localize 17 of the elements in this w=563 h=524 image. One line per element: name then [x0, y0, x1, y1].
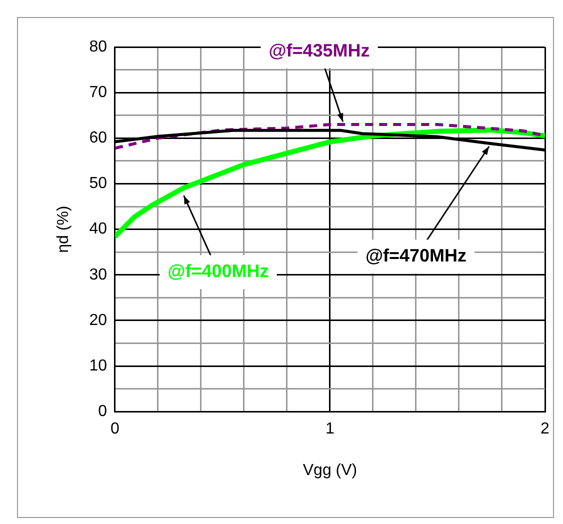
- annotation: @f=470MHz: [365, 246, 467, 266]
- y-tick-label: 50: [89, 175, 108, 192]
- y-axis-title: ηd (%): [55, 206, 72, 253]
- y-tick-label: 80: [89, 38, 108, 56]
- x-tick-label: 1: [326, 420, 335, 438]
- annotation: @f=435MHz: [268, 40, 370, 61]
- y-tick-label: 70: [89, 84, 108, 101]
- y-tick-label: 30: [89, 266, 108, 284]
- x-tick-label: 2: [540, 420, 550, 438]
- annotation: @f=400MHz: [168, 261, 269, 282]
- y-tick-label: 20: [89, 312, 108, 329]
- x-tick-label: 0: [110, 420, 120, 438]
- y-tick-label: 60: [89, 130, 108, 147]
- y-tick-label: 10: [89, 357, 108, 374]
- y-tick-label: 0: [98, 403, 108, 420]
- y-tick-label: 40: [89, 220, 108, 238]
- x-axis-title: Vgg (V): [302, 462, 358, 479]
